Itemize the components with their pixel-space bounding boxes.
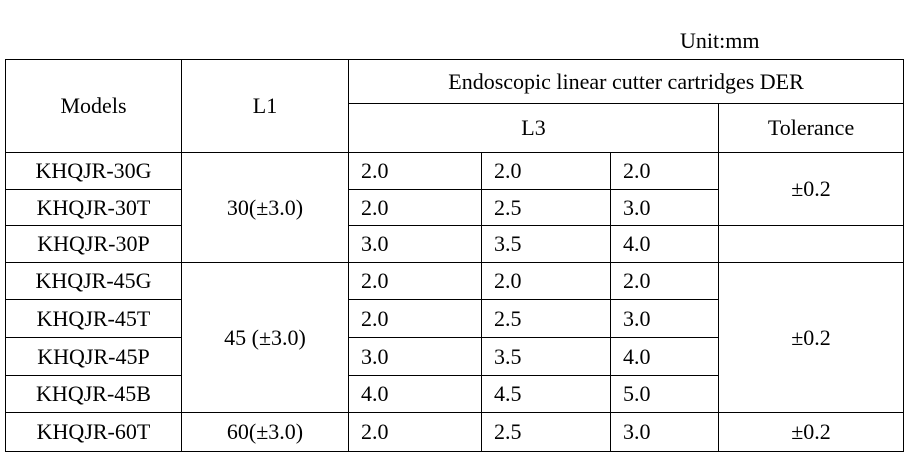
data-row: KHQJR-60T 60(±3.0) 2.0 2.5 3.0 ±0.2: [5, 412, 905, 452]
l3-cell: 3.0: [610, 412, 719, 452]
header-cell: Models: [5, 59, 182, 153]
l1-cell: 45 (±3.0): [181, 262, 349, 413]
empty-cell: [717, 225, 905, 263]
l3-cell: 5.0: [610, 375, 719, 413]
l3-cell: 4.5: [481, 375, 611, 413]
l1-cell: 60(±3.0): [181, 412, 349, 452]
l3-cell: 3.0: [348, 225, 482, 263]
data-row: KHQJR-45B 4.0 4.5 5.0: [5, 375, 904, 413]
data-row: KHQJR-45G 45 (±3.0) 2.0 2.0 2.0 ±0.2: [5, 262, 905, 413]
table-body: Models L1 Endoscopic linear cutter cartr…: [5, 59, 905, 452]
l3-cell: 3.0: [348, 337, 482, 376]
data-row: KHQJR-45P 3.0 3.5 4.0: [5, 337, 904, 376]
l3-cell: 2.0: [348, 412, 482, 452]
l3-cell: 2.0: [348, 152, 482, 190]
tolerance-cell: ±0.2: [717, 152, 905, 226]
l3-cell: 4.0: [610, 225, 719, 263]
model-cell: KHQJR-30T: [5, 189, 182, 226]
l1-cell: 30(±3.0): [181, 152, 349, 263]
model-cell: KHQJR-45P: [5, 337, 182, 376]
tolerance-cell: ±0.2: [717, 262, 905, 413]
header-cell: L3: [348, 103, 719, 153]
header-cell: Endoscopic linear cutter cartridges DER: [347, 59, 905, 104]
l3-cell: 2.0: [610, 262, 719, 300]
header-row: L3 Tolerance: [6, 103, 905, 153]
l3-cell: 2.0: [348, 189, 482, 226]
header-cell: Tolerance: [717, 103, 905, 153]
l3-cell: 3.0: [610, 189, 719, 226]
l3-cell: 4.0: [348, 375, 482, 413]
spec-table: Models L1 Endoscopic linear cutter cartr…: [5, 59, 905, 452]
data-row: KHQJR-30P 3.0 3.5 4.0: [5, 225, 905, 263]
l3-cell: 3.5: [481, 337, 611, 376]
model-cell: KHQJR-45G: [5, 262, 182, 300]
header-cell: L1: [181, 59, 349, 153]
tolerance-cell: ±0.2: [717, 412, 905, 452]
l3-cell: 2.5: [481, 189, 611, 226]
header-row: Models L1 Endoscopic linear cutter cartr…: [5, 59, 905, 153]
model-cell: KHQJR-45T: [5, 299, 182, 338]
model-cell: KHQJR-30G: [5, 152, 182, 190]
l3-cell: 2.0: [481, 152, 611, 190]
model-cell: KHQJR-30P: [5, 225, 182, 263]
l3-cell: 3.5: [481, 225, 611, 263]
l3-cell: 2.0: [481, 262, 611, 300]
l3-cell: 4.0: [610, 337, 719, 376]
data-row: KHQJR-30G 30(±3.0) 2.0 2.0 2.0 ±0.2: [5, 152, 905, 263]
l3-cell: 2.5: [481, 412, 611, 452]
l3-cell: 3.0: [610, 299, 719, 338]
l3-cell: 2.0: [610, 152, 719, 190]
model-cell: KHQJR-45B: [5, 375, 182, 413]
l3-cell: 2.0: [348, 262, 482, 300]
unit-label: Unit:mm: [680, 28, 760, 53]
l3-cell: 2.0: [348, 299, 482, 338]
model-cell: KHQJR-60T: [5, 412, 182, 452]
l3-cell: 2.5: [481, 299, 611, 338]
